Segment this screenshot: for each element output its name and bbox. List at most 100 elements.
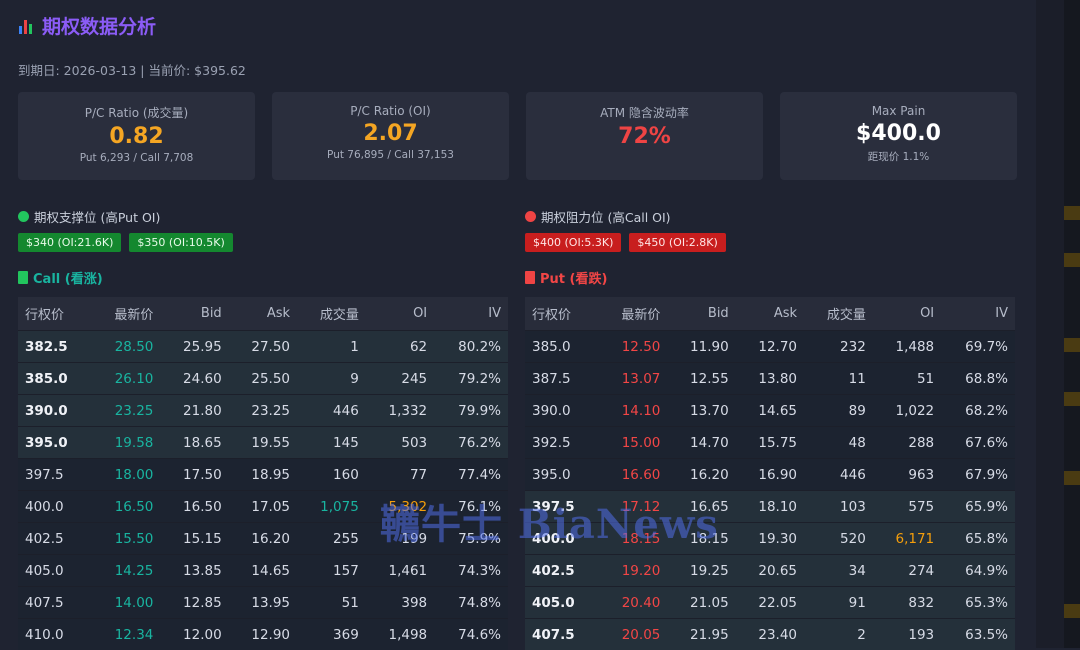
cell-strike: 390.0: [525, 395, 599, 427]
cell-last: 16.60: [599, 459, 668, 491]
resistance-title: 期权阻力位 (高Call OI): [541, 207, 671, 226]
cell-last: 13.07: [599, 363, 668, 395]
cell-last: 14.25: [92, 555, 161, 587]
cell-bid: 21.95: [667, 619, 735, 650]
cell-bid: 16.20: [667, 459, 735, 491]
green-dot-icon: [18, 211, 29, 222]
cell-bid: 16.50: [160, 491, 228, 523]
cell-bid: 13.70: [667, 395, 735, 427]
cell-iv: 74.3%: [434, 555, 508, 587]
cell-last: 16.50: [92, 491, 161, 523]
cell-strike: 402.5: [18, 523, 92, 555]
cell-vol: 157: [297, 555, 366, 587]
cell-last: 28.50: [92, 331, 161, 363]
cell-oi: 193: [873, 619, 941, 650]
cell-bid: 11.90: [667, 331, 735, 363]
cell-oi: 575: [873, 491, 941, 523]
cell-bid: 17.50: [160, 459, 228, 491]
col-iv: IV: [941, 297, 1015, 331]
cell-iv: 74.8%: [434, 587, 508, 619]
cell-bid: 24.60: [160, 363, 228, 395]
cell-vol: 446: [804, 459, 873, 491]
cell-strike: 410.0: [18, 619, 92, 650]
cell-oi: 1,022: [873, 395, 941, 427]
cell-bid: 18.65: [160, 427, 228, 459]
col-strike: 行权价: [525, 297, 599, 331]
cell-bid: 15.15: [160, 523, 228, 555]
cell-bid: 13.85: [160, 555, 228, 587]
cell-last: 26.10: [92, 363, 161, 395]
cell-oi: 5,302: [366, 491, 434, 523]
cell-iv: 64.9%: [941, 555, 1015, 587]
cell-last: 18.15: [599, 523, 668, 555]
resistance-heading: 期权阻力位 (高Call OI): [525, 207, 671, 226]
col-volume: 成交量: [804, 297, 873, 331]
cell-ask: 12.70: [736, 331, 804, 363]
call-table-title: Call (看涨): [18, 268, 103, 287]
cell-vol: 11: [804, 363, 873, 395]
col-volume: 成交量: [297, 297, 366, 331]
cell-oi: 1,461: [366, 555, 434, 587]
cell-vol: 520: [804, 523, 873, 555]
cell-oi: 1,488: [873, 331, 941, 363]
cell-oi: 288: [873, 427, 941, 459]
col-bid: Bid: [160, 297, 228, 331]
cell-oi: 51: [873, 363, 941, 395]
cell-ask: 18.10: [736, 491, 804, 523]
cell-strike: 397.5: [525, 491, 599, 523]
cell-oi: 1,332: [366, 395, 434, 427]
cell-oi: 62: [366, 331, 434, 363]
cell-ask: 18.95: [229, 459, 297, 491]
cell-bid: 25.95: [160, 331, 228, 363]
cell-last: 15.00: [599, 427, 668, 459]
adjacent-window-edge: [1064, 0, 1080, 648]
cell-vol: 2: [804, 619, 873, 650]
cell-iv: 76.2%: [434, 427, 508, 459]
cell-oi: 199: [366, 523, 434, 555]
cell-vol: 160: [297, 459, 366, 491]
cell-iv: 76.1%: [434, 491, 508, 523]
page-title: 期权数据分析: [18, 12, 156, 39]
cell-ask: 23.40: [736, 619, 804, 650]
cell-bid: 19.25: [667, 555, 735, 587]
cell-ask: 27.50: [229, 331, 297, 363]
cell-bid: 21.05: [667, 587, 735, 619]
metric-card-atm-iv: ATM 隐含波动率 72%: [526, 92, 763, 180]
cell-last: 23.25: [92, 395, 161, 427]
table-header-row: 行权价 最新价 Bid Ask 成交量 OI IV: [18, 297, 508, 331]
cell-iv: 67.9%: [941, 459, 1015, 491]
cell-vol: 89: [804, 395, 873, 427]
cell-ask: 20.65: [736, 555, 804, 587]
cell-ask: 14.65: [736, 395, 804, 427]
cell-iv: 65.3%: [941, 587, 1015, 619]
red-book-icon: [525, 271, 535, 284]
metric-cards: P/C Ratio (成交量) 0.82 Put 6,293 / Call 7,…: [18, 92, 1017, 180]
cell-strike: 387.5: [525, 363, 599, 395]
options-panel: 期权数据分析 到期日: 2026-03-13 | 当前价: $395.62 P/…: [0, 0, 1040, 648]
cell-ask: 19.55: [229, 427, 297, 459]
cell-vol: 369: [297, 619, 366, 650]
cell-bid: 12.00: [160, 619, 228, 650]
put-table-title: Put (看跌): [525, 268, 607, 287]
